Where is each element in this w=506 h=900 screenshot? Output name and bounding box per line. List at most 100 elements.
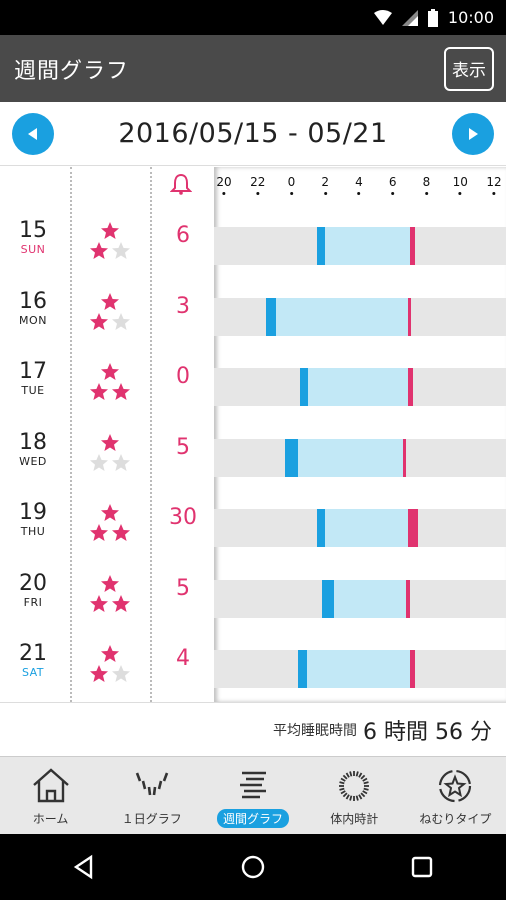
star-icon xyxy=(100,221,120,241)
alarm-bell-icon xyxy=(169,173,193,199)
bottom-tab-bar: ホーム １日グラフ 週間グラフ 体内時計 ねむりタイプ xyxy=(0,756,506,834)
star-icon xyxy=(111,523,131,543)
chevron-right-icon xyxy=(469,127,478,140)
status-bar: 10:00 xyxy=(0,0,506,35)
sleep-rating-stars xyxy=(84,217,140,267)
day-number: 16 xyxy=(19,288,47,314)
wifi-icon xyxy=(373,9,392,25)
day-row: 18 WED 5 xyxy=(0,425,506,495)
axis-tick-label: 22 xyxy=(250,175,265,195)
day-graph-icon xyxy=(135,772,169,796)
alarm-count: 4 xyxy=(176,646,190,671)
axis-tick-label: 2 xyxy=(321,175,329,195)
alarm-count: 5 xyxy=(176,434,190,460)
tab-label: ねむりタイプ xyxy=(419,812,492,826)
tab-sleep-type[interactable]: ねむりタイプ xyxy=(405,757,506,834)
bedtime-marker xyxy=(266,297,277,336)
star-icon xyxy=(89,594,109,614)
date-range: 2016/05/15 - 05/21 xyxy=(118,118,388,149)
bedtime-marker xyxy=(284,438,299,477)
axis-tick-label: 20 xyxy=(216,175,232,195)
star-icon xyxy=(111,241,131,261)
date-navigation: 2016/05/15 - 05/21 xyxy=(0,102,506,166)
tab-label: 体内時計 xyxy=(330,812,379,826)
battery-icon xyxy=(427,8,438,27)
column-divider xyxy=(70,167,72,702)
sleep-track xyxy=(214,579,506,618)
wake-marker xyxy=(409,650,415,688)
day-label: 16 MON xyxy=(0,288,66,327)
day-label: 20 FRI xyxy=(0,570,66,609)
sleep-track xyxy=(214,297,506,336)
star-icon xyxy=(89,523,109,543)
alarm-count: 5 xyxy=(176,575,190,601)
weekday-label: MON xyxy=(19,313,47,327)
tab-body-clock[interactable]: 体内時計 xyxy=(304,757,405,834)
back-icon[interactable] xyxy=(71,854,97,880)
star-icon xyxy=(111,382,131,402)
day-row: 17 TUE 0 xyxy=(0,354,506,424)
sleep-rating-stars xyxy=(84,499,140,549)
day-row: 19 THU 30 xyxy=(0,495,506,565)
day-label: 17 TUE xyxy=(0,360,66,398)
star-icon xyxy=(100,644,120,664)
sleep-track xyxy=(214,368,506,406)
star-icon xyxy=(111,312,131,332)
page-title: 週間グラフ xyxy=(14,58,130,84)
sleep-rating-stars xyxy=(84,358,140,408)
axis-tick-label: 6 xyxy=(389,175,397,195)
star-icon xyxy=(89,382,109,402)
sleep-bar xyxy=(325,509,408,547)
average-sleep-label: 平均睡眠時間 xyxy=(273,722,358,739)
day-number: 20 xyxy=(19,570,47,596)
tab-label: ホーム xyxy=(32,812,69,826)
tab-day-graph[interactable]: １日グラフ xyxy=(101,757,202,834)
day-row: 15 SUN 6 xyxy=(0,213,506,283)
sleep-track xyxy=(214,509,506,547)
star-icon xyxy=(89,312,109,332)
previous-week-button[interactable] xyxy=(12,112,54,155)
axis-tick-label: 10 xyxy=(453,175,468,195)
star-icon xyxy=(100,433,120,453)
wake-marker xyxy=(407,509,419,547)
display-button[interactable]: 表示 xyxy=(444,46,494,91)
next-week-button[interactable] xyxy=(452,112,494,155)
app-bar: 週間グラフ 表示 xyxy=(0,35,506,102)
week-graph-icon xyxy=(240,771,266,799)
day-number: 21 xyxy=(19,641,47,666)
day-label: 15 SUN xyxy=(0,218,66,257)
sleep-bar xyxy=(306,650,410,688)
tab-home[interactable]: ホーム xyxy=(0,757,101,834)
home-circle-icon[interactable] xyxy=(240,854,266,880)
star-icon xyxy=(100,574,120,594)
sleep-rating-stars xyxy=(84,570,140,620)
wake-marker xyxy=(407,368,413,406)
star-icon xyxy=(89,453,109,473)
wake-marker xyxy=(402,438,407,477)
chevron-left-icon xyxy=(28,127,37,140)
day-number: 15 xyxy=(19,218,47,243)
star-icon xyxy=(89,664,109,684)
weekday-label: WED xyxy=(19,454,47,468)
system-navigation-bar xyxy=(0,834,506,900)
sleep-bar xyxy=(308,368,408,406)
bedtime-marker xyxy=(316,509,326,547)
sleep-rating-stars xyxy=(84,640,140,690)
star-icon xyxy=(100,362,120,382)
day-row: 20 FRI 5 xyxy=(0,566,506,636)
weekday-label: SUN xyxy=(20,243,46,256)
alarm-count: 6 xyxy=(176,223,190,248)
recents-icon[interactable] xyxy=(409,854,435,880)
column-divider xyxy=(150,167,152,702)
average-sleep-value: 6 時間 56 分 xyxy=(363,719,492,745)
sleep-type-icon xyxy=(439,769,472,803)
alarm-count: 3 xyxy=(176,293,190,319)
tab-week-graph[interactable]: 週間グラフ xyxy=(202,757,303,834)
axis-tick-label: 0 xyxy=(288,175,295,195)
wake-marker xyxy=(409,227,415,265)
signal-icon xyxy=(401,9,418,26)
sleep-bar xyxy=(325,227,410,265)
wake-marker xyxy=(407,297,412,336)
sleep-rating-stars xyxy=(84,288,140,338)
sleep-track xyxy=(214,227,506,265)
